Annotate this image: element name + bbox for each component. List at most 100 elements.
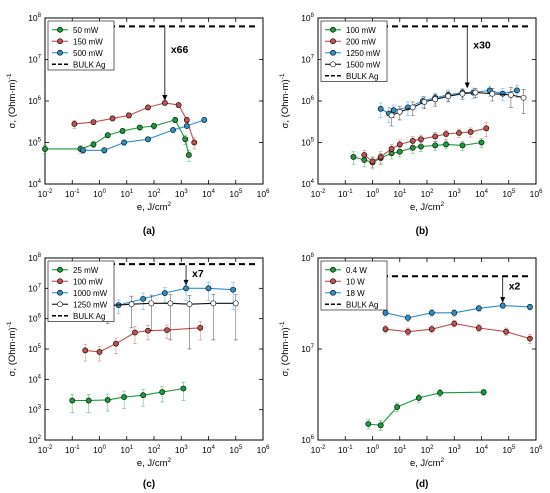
y-tick-exponent: 2: [38, 435, 42, 441]
data-point: [459, 142, 466, 149]
x-tick-exponent: 2: [430, 189, 434, 195]
y-axis-label: σ, (Ohm·m)-1: [6, 73, 18, 128]
y-tick-mantissa: 10: [301, 344, 311, 354]
x-tick-mantissa: 10: [202, 445, 212, 455]
legend-marker: [330, 61, 336, 68]
data-point: [205, 285, 212, 292]
x-axis-label-text: e, J/cm: [137, 458, 168, 469]
y-axis-label: σ, (Ohm·m)-1: [279, 73, 291, 128]
x-tick-mantissa: 10: [175, 445, 185, 455]
y-tick-mantissa: 10: [301, 55, 311, 65]
data-point: [186, 301, 193, 308]
data-point: [365, 421, 372, 427]
data-point: [369, 158, 376, 165]
y-tick-exponent: 8: [311, 253, 315, 259]
data-point: [432, 96, 439, 103]
legend-item: BULK Ag: [325, 300, 378, 309]
legend-item: 100 mW: [52, 277, 103, 286]
ratio-arrow-head: [500, 297, 506, 304]
y-tick-exponent: 4: [38, 374, 42, 380]
legend-item: 25 mW: [52, 266, 99, 275]
legend-item: 10 W: [325, 277, 365, 286]
y-tick-exponent: 5: [38, 344, 42, 350]
data-point: [109, 115, 116, 122]
legend-item: 500 mW: [52, 49, 103, 58]
x-tick-mantissa: 10: [257, 445, 267, 455]
y-tick-label: 107: [301, 55, 314, 65]
chart-panel-b: 10-2 10-1 100 101 102 103 104 105 10610410510610…: [279, 13, 543, 237]
y-tick-label: 102: [28, 435, 41, 445]
y-tick-mantissa: 10: [28, 405, 38, 415]
data-point: [136, 124, 143, 131]
y-tick-label: 104: [301, 179, 314, 189]
data-point: [132, 329, 138, 336]
data-point: [472, 89, 479, 96]
series-100-mw: [350, 138, 485, 170]
legend-marker: [330, 26, 336, 33]
data-point: [475, 325, 482, 331]
series-100-mw: [82, 321, 204, 362]
legend-label: 50 mW: [73, 26, 99, 35]
x-tick-label: 101: [393, 189, 406, 199]
x-tick-label: 105: [229, 189, 242, 199]
y-axis-label-text: σ, (Ohm·m): [280, 79, 291, 128]
x-tick-exponent: 4: [212, 445, 216, 451]
x-tick-mantissa: 10: [257, 189, 267, 199]
y-tick-mantissa: 10: [301, 138, 311, 148]
x-tick-label: 105: [502, 189, 515, 199]
y-tick-label: 108: [28, 253, 41, 263]
y-tick-label: 108: [301, 13, 314, 23]
legend-marker: [330, 38, 336, 45]
data-point: [164, 327, 170, 333]
y-tick-label: 108: [301, 253, 314, 263]
x-tick-exponent: -1: [347, 189, 353, 195]
legend-item: 100 mW: [325, 26, 376, 35]
data-point: [437, 389, 443, 396]
data-point: [396, 141, 403, 148]
x-tick-mantissa: 10: [229, 189, 239, 199]
y-tick-mantissa: 10: [301, 96, 311, 106]
x-axis-label: e, J/cm2: [410, 201, 445, 213]
data-point: [183, 123, 190, 129]
x-tick-label: 105: [502, 445, 515, 455]
x-tick-mantissa: 10: [311, 445, 321, 455]
panel-caption: (c): [143, 479, 155, 490]
data-point: [382, 309, 389, 316]
y-tick-label: 105: [28, 344, 41, 354]
x-tick-mantissa: 10: [502, 445, 512, 455]
x-tick-exponent: 6: [266, 445, 270, 451]
legend: 50 mW 150 mW 500 mW BULK Ag: [47, 20, 115, 71]
data-point: [159, 389, 166, 395]
x-tick-mantissa: 10: [393, 189, 403, 199]
data-point: [382, 326, 389, 333]
y-tick-exponent: 6: [311, 96, 315, 102]
y-tick-mantissa: 10: [28, 314, 38, 324]
y-tick-exponent: 5: [311, 138, 315, 144]
legend: 0.4 W 10 W 18 W BULK Ag: [320, 260, 388, 311]
x-tick-exponent: 5: [239, 445, 243, 451]
data-point: [418, 136, 424, 143]
series-18-w: [382, 302, 533, 322]
x-axis-label-sup: 2: [168, 201, 172, 208]
y-tick-label: 107: [28, 55, 41, 65]
legend-label: 0.4 W: [346, 266, 367, 275]
data-point: [104, 132, 111, 139]
data-point: [350, 153, 357, 160]
y-tick-mantissa: 10: [28, 374, 38, 384]
x-tick-label: 10-1: [338, 445, 353, 455]
data-point: [388, 146, 395, 152]
legend-label: 100 mW: [73, 277, 103, 286]
x-axis-label: e, J/cm2: [137, 201, 172, 213]
chart-panel-c: 10-2 10-1 100 101 102 103 104 105 10610210310410…: [6, 253, 270, 490]
x-tick-exponent: -2: [320, 189, 326, 195]
series-50-mw: [42, 117, 192, 162]
x-tick-label: 106: [530, 189, 543, 199]
x-axis-label-text: e, J/cm: [137, 202, 168, 213]
data-point: [191, 139, 198, 146]
data-point: [42, 146, 48, 152]
ratio-label: x30: [473, 40, 491, 52]
y-tick-label: 106: [28, 314, 41, 324]
legend-marker: [57, 49, 63, 56]
legend-item: 1000 mW: [52, 289, 108, 298]
data-point: [161, 99, 168, 106]
